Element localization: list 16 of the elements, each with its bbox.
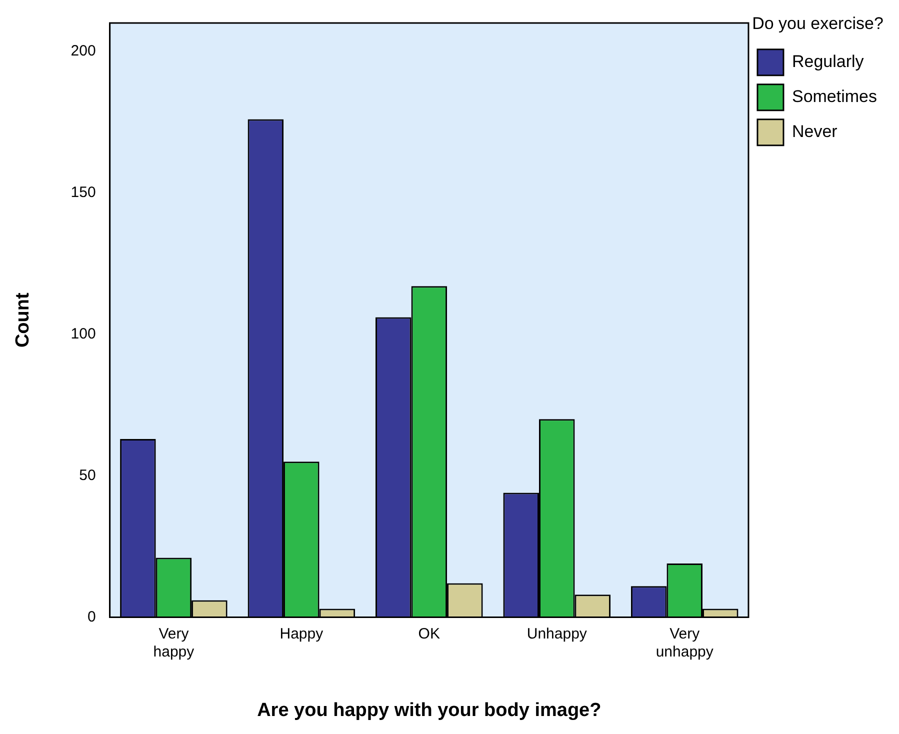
y-tick-label: 50 bbox=[79, 466, 96, 484]
legend-label: Regularly bbox=[792, 52, 864, 72]
legend-title: Do you exercise? bbox=[752, 14, 884, 34]
x-axis-title: Are you happy with your body image? bbox=[257, 700, 602, 721]
y-axis-title: Count bbox=[12, 292, 34, 348]
legend-label: Never bbox=[792, 122, 838, 142]
x-tick-label: Unhappy bbox=[526, 625, 588, 642]
x-tick-label: OK bbox=[418, 625, 440, 642]
x-tick-label: Happy bbox=[280, 625, 324, 642]
y-tick-label: 0 bbox=[87, 608, 96, 626]
y-tick-label: 150 bbox=[70, 184, 96, 201]
legend-label: Sometimes bbox=[792, 87, 878, 106]
y-tick-label: 200 bbox=[70, 42, 96, 60]
x-tick-label: Very unhappy bbox=[656, 625, 714, 660]
y-tick-label: 100 bbox=[70, 325, 96, 342]
x-tick-label: Very happy bbox=[153, 625, 195, 660]
